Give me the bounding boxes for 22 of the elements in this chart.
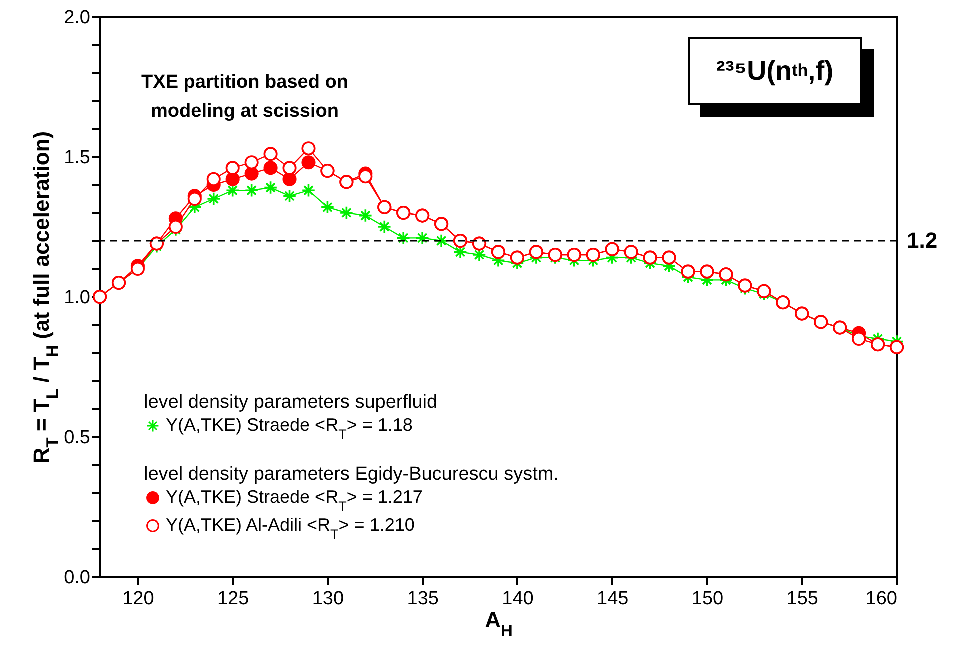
x-axis-title: A$_{H}$: [485, 608, 513, 640]
y-tick-label: 2.0: [64, 8, 90, 28]
annotation: TXE partition based on modeling at scission: [140, 71, 350, 124]
x-tick-label: 125: [217, 588, 250, 610]
x-tick-label: 160: [866, 588, 898, 610]
y-tick-label: 0.0: [64, 568, 90, 588]
x-tick-label: 145: [597, 588, 629, 610]
legend-label: Y(A,TKE) Straede <R$_{T}$> = 1.18: [166, 415, 413, 442]
annotation: level density parameters Egidy-Bucurescu systm.: [144, 464, 559, 485]
x-tick-label: 150: [692, 588, 724, 610]
x-tick-label: 155: [786, 588, 818, 610]
legend-label: Y(A,TKE) Al-Adili <R$_{T}$> = 1.210: [166, 515, 415, 542]
annotation: level density parameters superfluid: [144, 392, 438, 413]
x-tick-label: 130: [312, 588, 344, 610]
legend-label: Y(A,TKE) Straede <R$_{T}$> = 1.217: [166, 487, 423, 514]
x-tick-label: 135: [407, 588, 439, 610]
y-tick-label: 1.5: [64, 148, 90, 168]
ref-line-label: 1.2: [907, 228, 938, 253]
y-tick-label: 1.0: [64, 288, 90, 308]
x-tick-label: 120: [122, 588, 154, 610]
y-tick-label: 0.5: [64, 428, 90, 448]
x-tick-label: 140: [502, 588, 534, 610]
